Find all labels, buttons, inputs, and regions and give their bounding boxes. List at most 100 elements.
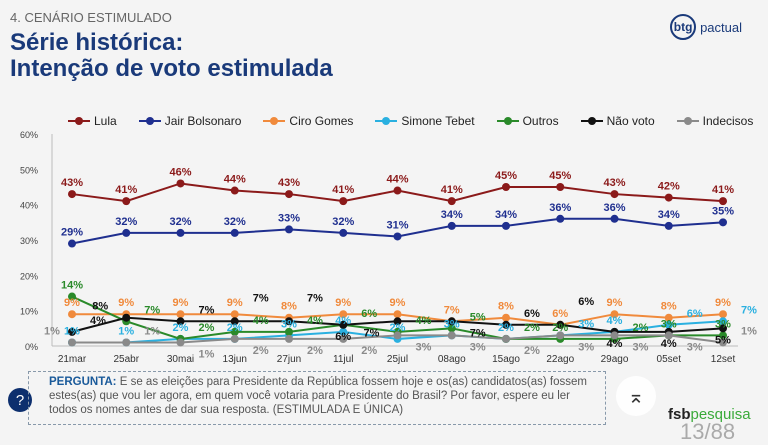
fsb-logo: fsbpesquisa (668, 406, 751, 423)
logo-text: pactual (700, 19, 742, 35)
legend-item: Simone Tebet (375, 114, 475, 128)
data-point (719, 324, 727, 333)
data-label: 2% (253, 345, 269, 357)
data-point (68, 338, 76, 347)
data-label: 45% (549, 170, 571, 182)
data-label: 42% (658, 181, 680, 193)
x-tick-label: 22ago (546, 354, 574, 365)
data-label: 43% (603, 177, 625, 189)
data-label: 7% (307, 292, 323, 304)
data-point (502, 334, 510, 343)
data-point (68, 190, 76, 199)
data-point (230, 317, 239, 326)
data-label: 31% (386, 219, 408, 231)
data-point (719, 317, 727, 326)
data-point (230, 186, 239, 195)
legend-label: Outros (522, 114, 559, 128)
legend-label: Não voto (606, 114, 655, 128)
data-point (393, 310, 402, 319)
data-label: 32% (115, 216, 137, 228)
data-label: 3% (416, 341, 432, 353)
data-label: 34% (495, 209, 517, 221)
x-tick-label: 21mar (58, 354, 87, 365)
data-point (339, 327, 348, 336)
data-label: 32% (332, 216, 354, 228)
data-label: 2% (361, 345, 377, 357)
data-label: 3% (687, 341, 703, 353)
data-point (664, 313, 673, 322)
data-point (68, 239, 76, 248)
data-point (502, 313, 510, 322)
data-label: 36% (603, 202, 625, 214)
data-label: 3% (633, 341, 649, 353)
x-tick-label: 12set (711, 354, 736, 365)
data-label: 8% (661, 301, 677, 313)
data-point (719, 310, 727, 319)
data-label: 34% (441, 209, 463, 221)
y-tick-label: 10% (20, 307, 38, 317)
data-label: 4% (416, 315, 432, 327)
data-label: 7% (444, 304, 460, 316)
data-point (393, 331, 402, 340)
data-point (556, 183, 565, 191)
data-point (502, 221, 510, 230)
data-label: 6% (335, 331, 351, 343)
data-label: 2% (552, 322, 568, 334)
data-label: 14% (61, 280, 83, 292)
data-point (122, 338, 131, 347)
x-tick-label: 27jun (277, 354, 301, 365)
data-label: 9% (335, 297, 351, 309)
data-point (664, 193, 673, 202)
data-point (719, 197, 727, 206)
data-label: 5% (715, 334, 731, 346)
data-point (339, 228, 348, 237)
data-point (664, 221, 673, 230)
data-point (122, 313, 131, 322)
legend-swatch (580, 117, 603, 125)
data-point (610, 214, 619, 223)
data-label: 4% (661, 338, 677, 350)
data-label: 6% (552, 308, 568, 320)
data-label: 4% (90, 315, 106, 327)
data-point (285, 317, 293, 326)
data-point (230, 228, 239, 237)
data-label: 3% (578, 341, 594, 353)
data-label: 3% (281, 318, 297, 330)
legend-item: Jair Bolsonaro (138, 114, 241, 128)
data-label: 8% (498, 301, 514, 313)
data-point (556, 331, 565, 340)
x-tick-label: 13jun (223, 354, 247, 365)
data-point (664, 320, 673, 329)
data-label: 2% (307, 345, 323, 357)
data-label: 7% (741, 304, 757, 316)
title-line-1: Série histórica: (10, 29, 184, 56)
data-point (68, 310, 76, 319)
y-tick-label: 60% (20, 130, 38, 140)
data-point (610, 331, 619, 340)
data-label: 2% (390, 322, 406, 334)
legend-swatch (375, 117, 398, 125)
data-label: 1% (64, 325, 80, 337)
data-label: 3% (661, 318, 677, 330)
data-label: 7% (199, 304, 215, 316)
data-point (502, 183, 510, 191)
data-label: 2% (524, 345, 540, 357)
data-point (230, 327, 239, 336)
legend-item: Outros (496, 114, 559, 128)
data-label: 4% (307, 315, 323, 327)
data-point (447, 331, 456, 340)
x-tick-label: 08ago (438, 354, 466, 365)
data-label: 1% (144, 325, 160, 337)
chart-legend: Lula Jair Bolsonaro Ciro Gomes Simone Tebet… (68, 114, 753, 128)
data-label: 29% (61, 227, 83, 239)
data-label: 3% (444, 318, 460, 330)
data-label: 8% (92, 301, 108, 313)
data-point (610, 310, 619, 319)
legend-swatch (138, 117, 161, 125)
data-label: 9% (173, 297, 189, 309)
x-tick-label: 15ago (492, 354, 520, 365)
data-label: 41% (712, 184, 734, 196)
logo-mark: btg (670, 14, 697, 40)
scroll-up-button[interactable]: ⌅ (616, 376, 656, 416)
legend-label: Indecisos (702, 114, 754, 128)
